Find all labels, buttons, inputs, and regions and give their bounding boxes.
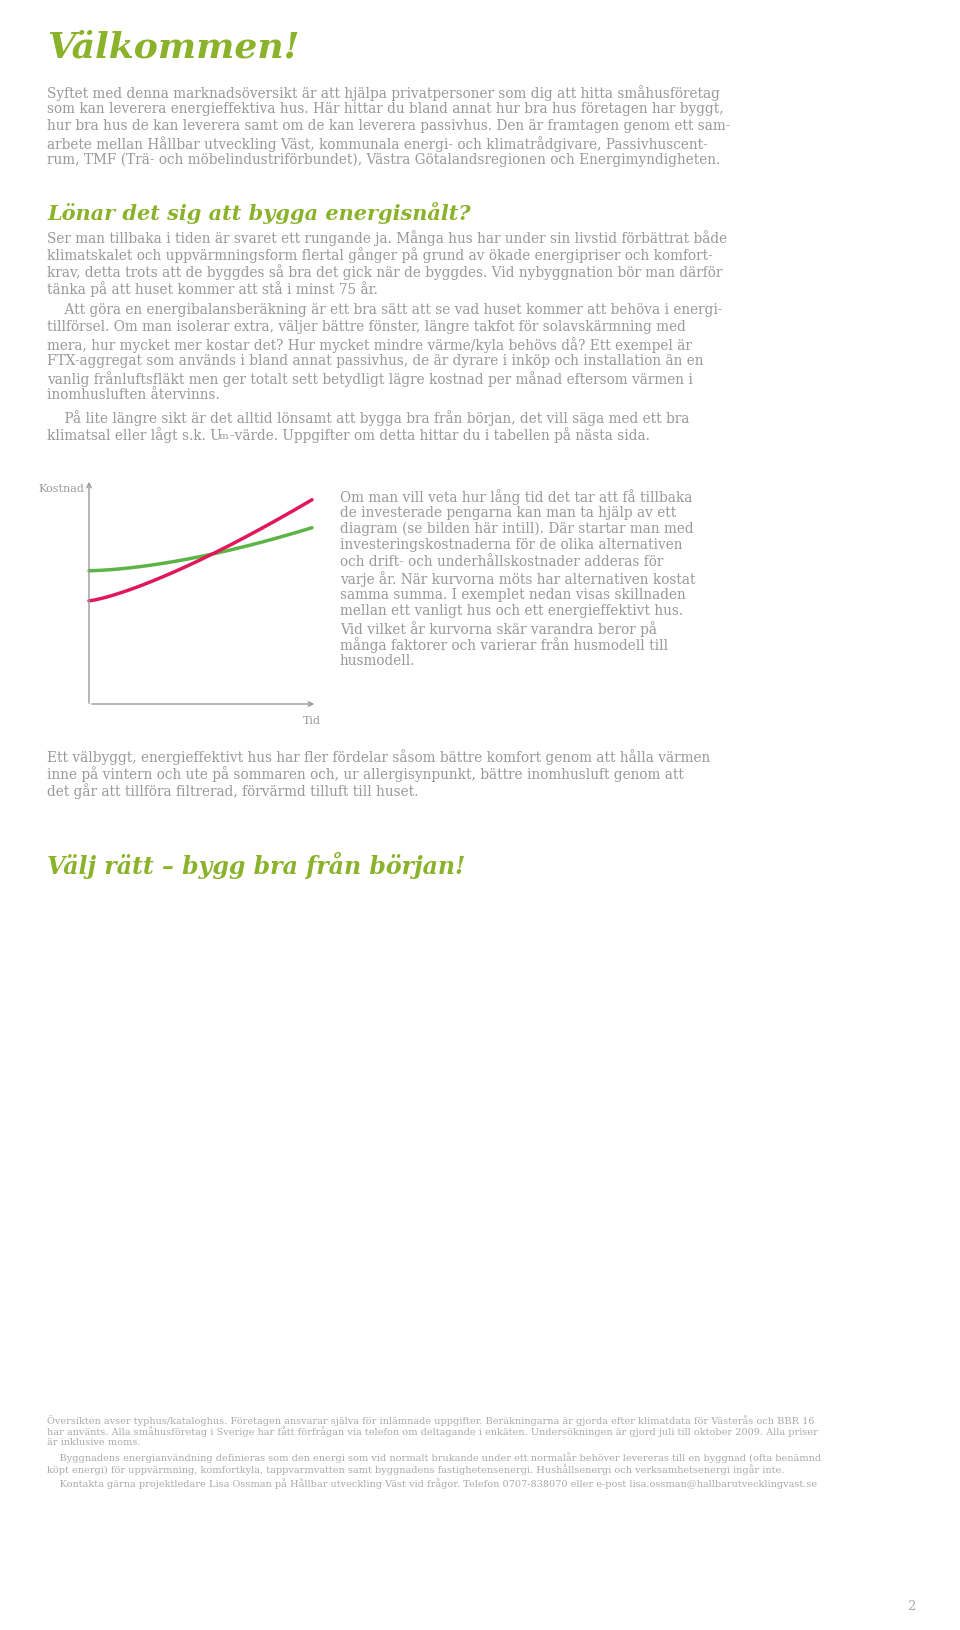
Text: vanlig frånluftsfläkt men ger totalt sett betydligt lägre kostnad per månad efte: vanlig frånluftsfläkt men ger totalt set…	[47, 372, 693, 386]
Text: Syftet med denna marknadsöversikt är att hjälpa privatpersoner som dig att hitta: Syftet med denna marknadsöversikt är att…	[47, 85, 720, 101]
Text: Välkommen!: Välkommen!	[47, 29, 300, 64]
Text: och drift- och underhållskostnader adderas för: och drift- och underhållskostnader adder…	[340, 554, 663, 569]
Text: tillförsel. Om man isolerar extra, väljer bättre fönster, längre takfot för sola: tillförsel. Om man isolerar extra, välje…	[47, 319, 685, 334]
Text: Välj rätt – bygg bra från början!: Välj rätt – bygg bra från början!	[47, 852, 466, 879]
Text: har använts. Alla småhusföretag i Sverige har fått förfrågan via telefon om delt: har använts. Alla småhusföretag i Sverig…	[47, 1426, 818, 1438]
Text: är inklusive moms.: är inklusive moms.	[47, 1438, 140, 1447]
Text: Att göra en energibalansberäkning är ett bra sätt att se vad huset kommer att be: Att göra en energibalansberäkning är ett…	[47, 303, 723, 316]
Text: diagram (se bilden här intill). Där startar man med: diagram (se bilden här intill). Där star…	[340, 522, 694, 536]
Text: krav, detta trots att de byggdes så bra det gick när de byggdes. Vid nybyggnatio: krav, detta trots att de byggdes så bra …	[47, 264, 722, 280]
Text: många faktorer och varierar från husmodell till: många faktorer och varierar från husmode…	[340, 637, 668, 654]
Text: Ser man tillbaka i tiden är svaret ett rungande ja. Många hus har under sin livs: Ser man tillbaka i tiden är svaret ett r…	[47, 230, 727, 246]
Text: 2: 2	[906, 1601, 915, 1614]
Text: Byggnadens energianvändning definieras som den energi som vid normalt brukande u: Byggnadens energianvändning definieras s…	[47, 1452, 821, 1464]
Text: samma summa. I exemplet nedan visas skillnaden: samma summa. I exemplet nedan visas skil…	[340, 588, 685, 601]
Text: hur bra hus de kan leverera samt om de kan leverera passivhus. Den är framtagen : hur bra hus de kan leverera samt om de k…	[47, 119, 731, 134]
Text: -värde. Uppgifter om detta hittar du i tabellen på nästa sida.: -värde. Uppgifter om detta hittar du i t…	[230, 427, 650, 443]
Text: inomhusluften återvinns.: inomhusluften återvinns.	[47, 388, 220, 403]
Text: det går att tillföra filtrerad, förvärmd tilluft till huset.: det går att tillföra filtrerad, förvärmd…	[47, 782, 419, 799]
Text: investeringskostnaderna för de olika alternativen: investeringskostnaderna för de olika alt…	[340, 538, 683, 553]
Text: rum, TMF (Trä- och möbelindustriförbundet), Västra Götalandsregionen och Energim: rum, TMF (Trä- och möbelindustriförbunde…	[47, 153, 720, 168]
Text: husmodell.: husmodell.	[340, 654, 416, 668]
Text: På lite längre sikt är det alltid lönsamt att bygga bra från början, det vill sä: På lite längre sikt är det alltid lönsam…	[47, 411, 689, 425]
Text: varje år. När kurvorna möts har alternativen kostat: varje år. När kurvorna möts har alternat…	[340, 572, 695, 587]
Text: mera, hur mycket mer kostar det? Hur mycket mindre värme/kyla behövs då? Ett exe: mera, hur mycket mer kostar det? Hur myc…	[47, 337, 692, 352]
Text: Tid: Tid	[303, 716, 321, 725]
Text: mellan ett vanligt hus och ett energieffektivt hus.: mellan ett vanligt hus och ett energieff…	[340, 605, 684, 618]
Text: Om man vill veta hur lång tid det tar att få tillbaka: Om man vill veta hur lång tid det tar at…	[340, 489, 692, 505]
Text: klimatsal eller lågt s.k. U: klimatsal eller lågt s.k. U	[47, 427, 222, 443]
Text: arbete mellan Hållbar utveckling Väst, kommunala energi- och klimatrådgivare, Pa: arbete mellan Hållbar utveckling Väst, k…	[47, 135, 708, 152]
Text: Lönar det sig att bygga energisnålt?: Lönar det sig att bygga energisnålt?	[47, 202, 470, 223]
Text: Kostnad: Kostnad	[38, 484, 84, 494]
Text: som kan leverera energieffektiva hus. Här hittar du bland annat hur bra hus före: som kan leverera energieffektiva hus. Hä…	[47, 103, 724, 116]
Text: Kontakta gärna projektledare Lisa Ossman på Hållbar utveckling Väst vid frågor. : Kontakta gärna projektledare Lisa Ossman…	[47, 1478, 817, 1490]
Text: tänka på att huset kommer att stå i minst 75 år.: tänka på att huset kommer att stå i mins…	[47, 280, 378, 297]
Text: de investerade pengarna kan man ta hjälp av ett: de investerade pengarna kan man ta hjälp…	[340, 505, 676, 520]
Text: klimatskalet och uppvärmningsform flertal gånger på grund av ökade energipriser : klimatskalet och uppvärmningsform flerta…	[47, 248, 712, 262]
Text: köpt energi) för uppvärmning, komfortkyla, tappvarmvatten samt byggnadens fastig: köpt energi) för uppvärmning, komfortkyl…	[47, 1464, 784, 1475]
Text: Översikten avser typhus/kataloghus. Företagen ansvarar själva för inlämnade uppg: Översikten avser typhus/kataloghus. Före…	[47, 1415, 814, 1426]
Text: m: m	[219, 432, 228, 442]
Text: inne på vintern och ute på sommaren och, ur allergisynpunkt, bättre inomhusluft : inne på vintern och ute på sommaren och,…	[47, 766, 684, 782]
Text: Vid vilket år kurvorna skär varandra beror på: Vid vilket år kurvorna skär varandra ber…	[340, 621, 657, 637]
Text: Ett välbyggt, energieffektivt hus har fler fördelar såsom bättre komfort genom a: Ett välbyggt, energieffektivt hus har fl…	[47, 750, 710, 764]
Text: FTX-aggregat som används i bland annat passivhus, de är dyrare i inköp och insta: FTX-aggregat som används i bland annat p…	[47, 354, 704, 368]
